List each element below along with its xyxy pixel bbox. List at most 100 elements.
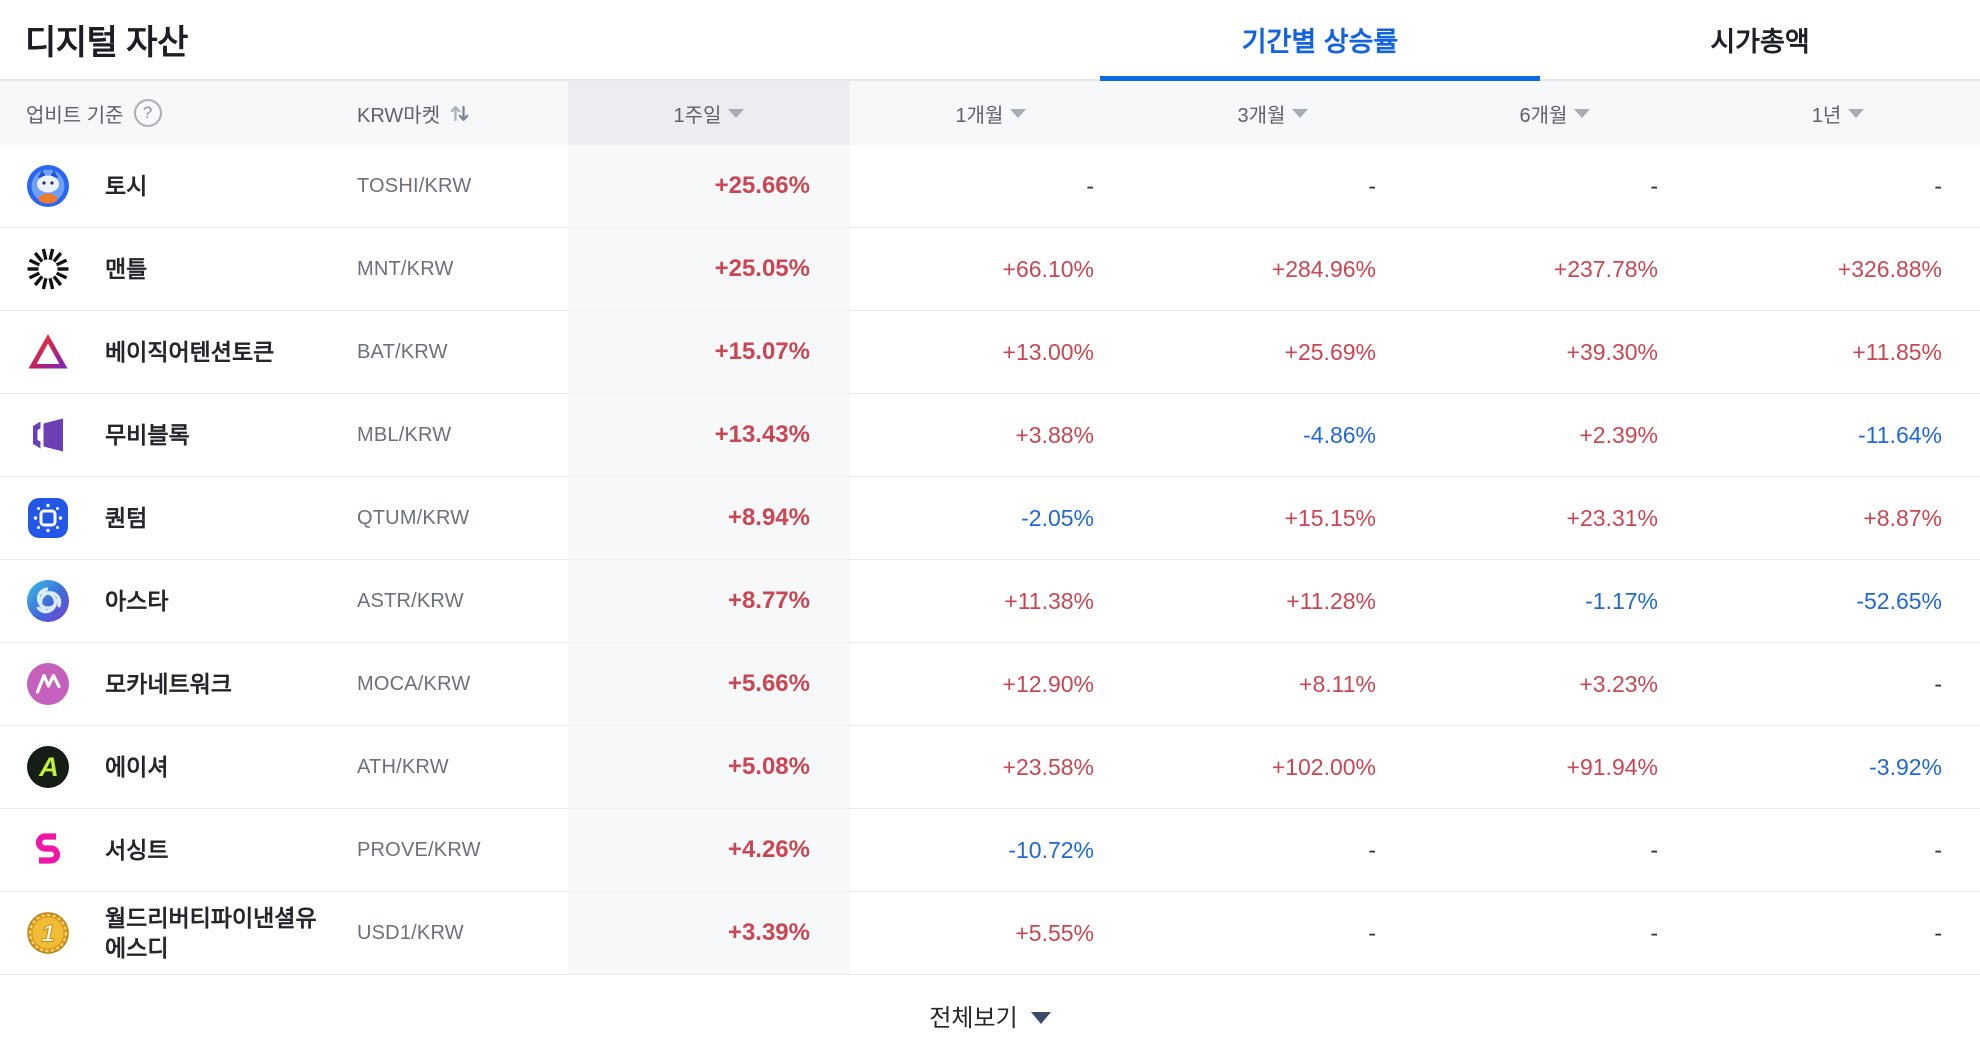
usd1-coin-icon: 1 (26, 911, 70, 955)
change-value-3개월: +11.28% (1286, 587, 1376, 614)
coin-cell: 아스타 (0, 560, 332, 642)
header-basis: 업비트 기준 ? (0, 81, 332, 145)
chevron-down-icon (1030, 1011, 1051, 1024)
table-row-astr[interactable]: 아스타 ASTR/KRW +8.77% +11.38% +11.28% -1.17% -52… (0, 560, 1980, 643)
coin-name: 서싱트 (105, 837, 169, 863)
change-value-1년: +11.85% (1852, 338, 1942, 365)
column-header-label: 3개월 (1237, 104, 1286, 127)
coin-cell: 맨틀 (0, 228, 332, 310)
table-row-toshi[interactable]: 토시 TOSHI/KRW +25.66% - - - - (0, 145, 1980, 228)
sort-caret-icon (1010, 108, 1027, 118)
column-header-1주일[interactable]: 1주일 (568, 81, 850, 145)
change-value-3개월: +284.96% (1271, 255, 1376, 282)
change-value-1년: - (1934, 670, 1942, 697)
mantle-coin-icon (26, 247, 70, 291)
change-value-1주일: +8.94% (568, 477, 850, 559)
astar-coin-icon (26, 579, 70, 623)
coin-pair: MBL/KRW (357, 423, 452, 446)
change-value-1개월: +13.00% (1002, 338, 1094, 365)
question-circle-icon[interactable]: ? (133, 99, 162, 127)
tab-market-cap[interactable]: 시가총액 (1540, 0, 1980, 79)
coin-name: 맨틀 (105, 256, 148, 282)
column-header-1개월[interactable]: 1개월 (850, 81, 1132, 145)
coin-cell: 서싱트 (0, 809, 332, 891)
change-value-1년: +8.87% (1863, 504, 1942, 531)
coin-pair: MOCA/KRW (357, 672, 471, 695)
table-header-row: 업비트 기준 ? KRW마켓 1주일 1개월 3개월 6개월 1년 (0, 81, 1980, 145)
change-value-6개월: - (1650, 919, 1658, 946)
change-value-1개월: -10.72% (1008, 836, 1094, 863)
table-row-qtum[interactable]: 퀀텀 QTUM/KRW +8.94% -2.05% +15.15% +23.31% +8.8… (0, 477, 1980, 560)
change-value-1개월: +11.38% (1004, 587, 1094, 614)
coin-cell: 퀀텀 (0, 477, 332, 559)
moca-coin-icon (26, 662, 70, 706)
change-value-1년: -52.65% (1856, 587, 1942, 614)
sort-caret-icon (728, 108, 745, 118)
table-row-moca[interactable]: 모카네트워크 MOCA/KRW +5.66% +12.90% +8.11% +3.23% - (0, 643, 1980, 726)
table-row-usd1[interactable]: 1 월드리버티파이낸셜유에스디 USD1/KRW +3.39% +5.55% - - - (0, 892, 1980, 975)
table-row-prove[interactable]: 서싱트 PROVE/KRW +4.26% -10.72% - - - (0, 809, 1980, 892)
tab-period-change[interactable]: 기간별 상승률 (1100, 0, 1540, 81)
change-value-1주일: +8.77% (568, 560, 850, 642)
svg-text:A: A (38, 752, 59, 782)
table-row-mnt[interactable]: 맨틀 MNT/KRW +25.05% +66.10% +284.96% +237.78% +… (0, 228, 1980, 311)
change-value-3개월: - (1368, 919, 1376, 946)
top-bar: 디지털 자산 기간별 상승률 시가총액 (0, 0, 1980, 81)
coin-pair: PROVE/KRW (357, 838, 481, 861)
header-market[interactable]: KRW마켓 (332, 81, 568, 145)
coin-name: 아스타 (105, 588, 169, 614)
table-body: 토시 TOSHI/KRW +25.66% - - - - 맨틀 MNT/KRW +25.05% +… (0, 145, 1980, 975)
change-value-6개월: +23.31% (1566, 504, 1658, 531)
view-all-button[interactable]: 전체보기 (0, 975, 1980, 1056)
tab-period-change-label: 기간별 상승률 (1241, 27, 1399, 57)
coin-pair: TOSHI/KRW (357, 174, 472, 197)
coin-pair: QTUM/KRW (357, 506, 470, 529)
change-value-1년: - (1934, 172, 1942, 199)
coin-pair: MNT/KRW (357, 257, 454, 280)
column-header-1년[interactable]: 1년 (1696, 81, 1980, 145)
page-title: 디지털 자산 (25, 24, 188, 62)
coin-name: 에이셔 (105, 754, 169, 780)
sort-caret-icon (1292, 108, 1309, 118)
change-value-3개월: +25.69% (1284, 338, 1376, 365)
coin-cell: 베이직어텐션토큰 (0, 311, 332, 393)
change-value-6개월: +91.94% (1566, 753, 1658, 780)
coin-name: 퀀텀 (105, 505, 148, 531)
change-value-1주일: +4.26% (568, 809, 850, 891)
column-header-label: 6개월 (1519, 104, 1568, 127)
qtum-coin-icon (26, 496, 70, 540)
change-value-1개월: +3.88% (1015, 421, 1094, 448)
succinct-coin-icon (26, 828, 70, 872)
coin-cell: 무비블록 (0, 394, 332, 476)
change-value-1주일: +3.39% (568, 892, 850, 974)
coin-pair: ASTR/KRW (357, 589, 464, 612)
coin-pair: BAT/KRW (357, 340, 448, 363)
change-value-3개월: +15.15% (1284, 504, 1376, 531)
table-row-mbl[interactable]: 무비블록 MBL/KRW +13.43% +3.88% -4.86% +2.39% -11.… (0, 394, 1980, 477)
change-value-6개월: +3.23% (1579, 670, 1658, 697)
change-value-1년: -11.64% (1858, 421, 1942, 448)
coin-pair: ATH/KRW (357, 755, 449, 778)
coin-cell: A 에이셔 (0, 726, 332, 808)
change-value-1개월: +5.55% (1015, 919, 1094, 946)
sort-caret-icon (1574, 108, 1591, 118)
toshi-coin-icon (26, 164, 70, 208)
table-row-bat[interactable]: 베이직어텐션토큰 BAT/KRW +15.07% +13.00% +25.69% +39.… (0, 311, 1980, 394)
column-header-3개월[interactable]: 3개월 (1132, 81, 1414, 145)
tab-bar: 기간별 상승률 시가총액 (1100, 0, 1980, 81)
view-all-label: 전체보기 (929, 1005, 1018, 1032)
column-header-label: 1개월 (955, 104, 1004, 127)
bat-coin-icon (26, 330, 70, 374)
table-row-ath[interactable]: A 에이셔 ATH/KRW +5.08% +23.58% +102.00% +91.94%… (0, 726, 1980, 809)
coin-cell: 1 월드리버티파이낸셜유에스디 (0, 892, 332, 974)
column-header-6개월[interactable]: 6개월 (1414, 81, 1696, 145)
change-value-6개월: - (1650, 836, 1658, 863)
change-value-1개월: -2.05% (1021, 504, 1094, 531)
change-value-1년: - (1934, 836, 1942, 863)
svg-text:1: 1 (41, 921, 54, 948)
change-value-1주일: +25.05% (568, 228, 850, 310)
active-tab-indicator (1100, 76, 1540, 81)
sort-caret-icon (1848, 108, 1865, 118)
change-value-3개월: +8.11% (1299, 670, 1376, 697)
change-value-3개월: +102.00% (1271, 753, 1376, 780)
